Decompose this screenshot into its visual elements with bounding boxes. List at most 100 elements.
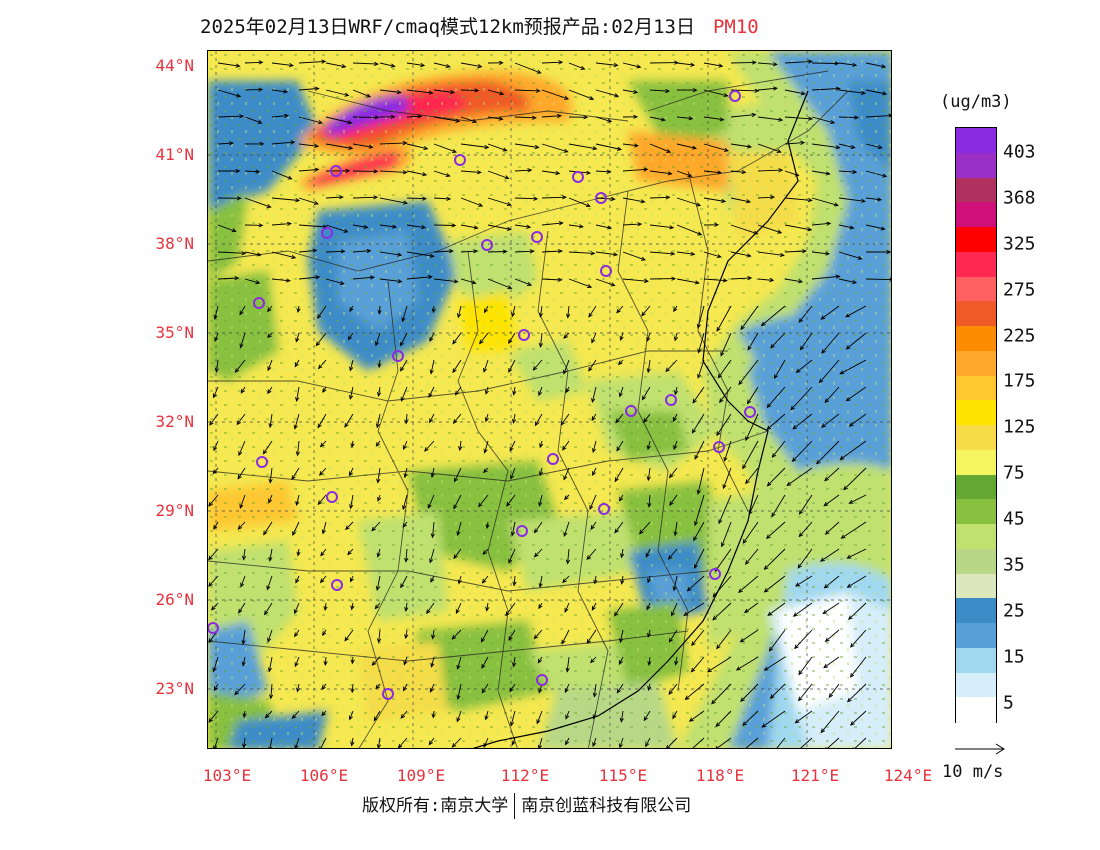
wind-arrow-head: [715, 722, 721, 728]
wind-arrow: [379, 251, 402, 256]
wind-arrow: [568, 62, 585, 70]
wind-arrow: [730, 197, 751, 203]
wind-arrow: [509, 440, 516, 451]
wind-arrow: [676, 62, 695, 66]
wind-arrow-head: [293, 632, 299, 638]
wind-arrow-head: [696, 202, 702, 207]
wind-arrow: [430, 575, 435, 583]
wind-arrow-head: [807, 198, 813, 203]
wind-arrow-head: [769, 694, 775, 699]
wind-arrow-head: [239, 310, 244, 316]
wind-arrow-head: [317, 364, 323, 370]
wind-arrow-head: [295, 396, 300, 403]
wind-arrow-head: [534, 421, 539, 427]
wind-arrow: [487, 251, 507, 253]
wind-arrow: [767, 602, 786, 616]
wind-arrow: [595, 89, 619, 97]
wind-arrow: [816, 440, 840, 465]
wind-arrow-head: [377, 496, 382, 502]
lon-label: 118°E: [695, 766, 745, 785]
wind-arrow-head: [742, 721, 747, 727]
wind-arrow-head: [718, 519, 723, 525]
wind-arrow: [595, 143, 622, 150]
wind-arrow: [798, 521, 813, 537]
wind-arrow-head: [588, 312, 593, 318]
wind-arrow-head: [451, 635, 457, 640]
wind-arrow: [757, 143, 781, 153]
wind-arrow-head: [697, 373, 702, 379]
wind-arrow-head: [763, 666, 769, 671]
wind-arrow: [267, 386, 273, 394]
wind-arrow: [487, 224, 511, 230]
wind-arrow: [703, 62, 723, 67]
wind-arrow: [720, 332, 732, 356]
wind-arrow: [404, 467, 408, 478]
wind-arrow: [568, 224, 583, 228]
wind-arrow: [271, 197, 300, 201]
wind-arrow-head: [511, 662, 517, 668]
wind-arrow-head: [266, 585, 271, 591]
wind-arrow-head: [861, 90, 867, 96]
wind-arrow: [669, 494, 678, 506]
wind-arrow: [294, 629, 300, 637]
wind-arrow: [766, 386, 786, 408]
wind-arrow-head: [620, 553, 625, 559]
wind-arrow-head: [843, 485, 848, 491]
wind-arrow-head: [212, 469, 218, 475]
wind-arrow-head: [765, 534, 771, 539]
wind-arrow: [400, 710, 408, 719]
wind-arrow: [747, 386, 759, 404]
wind-arrow-head: [720, 542, 725, 548]
wind-arrow-head: [852, 279, 858, 285]
wind-arrow: [484, 305, 489, 313]
wind-arrow: [622, 62, 641, 68]
wind-arrow: [352, 250, 371, 253]
wind-arrow-head: [263, 530, 268, 536]
wind-arrow: [771, 494, 786, 517]
wind-arrow: [433, 278, 458, 283]
wind-arrow-head: [478, 502, 483, 508]
wind-arrow-head: [820, 728, 825, 734]
wind-arrow: [487, 116, 503, 120]
wind-arrow-head: [262, 449, 268, 455]
colorbar-label: 25: [1003, 600, 1025, 622]
wind-arrow-head: [848, 615, 853, 621]
wind-arrow: [614, 467, 624, 482]
wind-arrow: [320, 575, 327, 583]
wind-arrow-head: [479, 339, 484, 345]
wind-arrow-head: [533, 552, 539, 558]
wind-arrow: [269, 737, 273, 748]
wind-arrow: [374, 602, 381, 609]
wind-arrow: [295, 575, 300, 583]
wind-arrow-head: [840, 534, 846, 539]
wind-arrow: [541, 61, 563, 64]
wind-arrow: [730, 61, 756, 64]
wind-arrow: [566, 656, 570, 672]
wind-arrow: [264, 602, 273, 615]
wind-arrow-head: [538, 471, 544, 477]
wind-arrow-head: [616, 446, 621, 452]
wind-arrow: [460, 197, 483, 207]
wind-arrow: [214, 305, 219, 319]
wind-arrow: [295, 737, 300, 748]
wind-arrow: [271, 223, 291, 226]
wind-arrow-head: [231, 228, 237, 233]
wind-arrow: [208, 575, 219, 587]
wind-arrow: [649, 224, 674, 229]
wind-arrow-head: [375, 442, 381, 447]
wind-arrow-head: [692, 87, 698, 93]
wind-arrow: [460, 224, 478, 229]
wind-arrow-head: [268, 746, 273, 748]
wind-arrow-head: [808, 59, 813, 64]
wind-arrow-head: [429, 558, 434, 564]
wind-arrow-head: [778, 117, 784, 122]
wind-arrow-head: [239, 504, 244, 509]
wind-arrow-head: [533, 634, 539, 640]
wind-arrow-head: [773, 86, 778, 91]
wind-arrow: [508, 548, 516, 563]
colorbar-label: 75: [1003, 462, 1025, 484]
wind-arrow-head: [717, 373, 723, 379]
wind-arrow: [541, 278, 562, 281]
wind-arrow-head: [694, 454, 699, 460]
wind-arrow: [589, 494, 597, 510]
